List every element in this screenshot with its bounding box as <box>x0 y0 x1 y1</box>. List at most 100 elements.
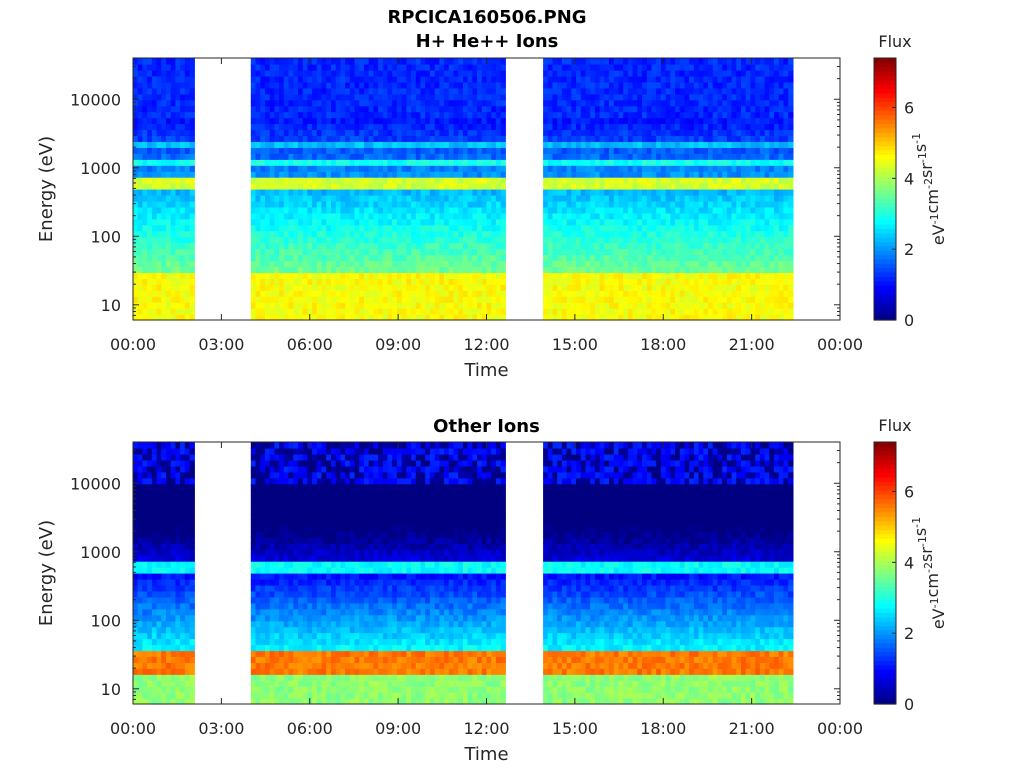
heatmap-cell <box>274 177 279 184</box>
heatmap-cell <box>392 272 397 279</box>
heatmap-cell <box>336 225 341 232</box>
heatmap-cell <box>180 141 185 148</box>
heatmap-cell <box>736 249 741 256</box>
heatmap-cell <box>750 237 755 244</box>
heatmap-cell <box>703 147 708 154</box>
heatmap-cell <box>732 243 737 250</box>
heatmap-cell <box>557 118 562 125</box>
heatmap-cell <box>317 266 322 273</box>
heatmap-cell <box>444 88 449 95</box>
heatmap-cell <box>718 159 723 166</box>
heatmap-cell <box>364 284 369 291</box>
heatmap-cell <box>647 183 652 190</box>
heatmap-cell <box>411 130 416 137</box>
heatmap-cell <box>416 243 421 250</box>
heatmap-cell <box>604 243 609 250</box>
heatmap-cell <box>388 189 393 196</box>
heatmap-cell <box>609 100 614 107</box>
heatmap-cell <box>373 100 378 107</box>
heatmap-cell <box>369 243 374 250</box>
heatmap-cell <box>604 100 609 107</box>
heatmap-cell <box>590 243 595 250</box>
heatmap-cell <box>411 76 416 83</box>
heatmap-cell <box>284 171 289 178</box>
heatmap-cell <box>548 237 553 244</box>
heatmap-cell <box>355 118 360 125</box>
heatmap-cell <box>699 153 704 160</box>
heatmap-cell <box>392 94 397 101</box>
heatmap-cell <box>454 255 459 262</box>
heatmap-cell <box>312 231 317 238</box>
heatmap-cell <box>373 189 378 196</box>
heatmap-cell <box>317 106 322 113</box>
heatmap-cell <box>326 70 331 77</box>
heatmap-cell <box>411 159 416 166</box>
heatmap-cell <box>675 189 680 196</box>
heatmap-cell <box>251 64 256 71</box>
heatmap-cell <box>666 130 671 137</box>
heatmap-cell <box>274 106 279 113</box>
heatmap-cell <box>439 159 444 166</box>
heatmap-cell <box>190 106 195 113</box>
heatmap-cell <box>463 195 468 202</box>
heatmap-cell <box>746 153 751 160</box>
heatmap-cell <box>307 82 312 89</box>
heatmap-cell <box>487 296 492 303</box>
heatmap-cell <box>571 261 576 268</box>
heatmap-cell <box>628 225 633 232</box>
heatmap-cell <box>652 272 657 279</box>
heatmap-cell <box>260 189 265 196</box>
heatmap-cell <box>468 189 473 196</box>
heatmap-cell <box>157 112 162 119</box>
heatmap-cell <box>270 290 275 297</box>
heatmap-cell <box>609 147 614 154</box>
heatmap-cell <box>637 189 642 196</box>
heatmap-cell <box>501 130 506 137</box>
heatmap-cell <box>397 219 402 226</box>
heatmap-cell <box>567 296 572 303</box>
heatmap-cell <box>416 183 421 190</box>
heatmap-cell <box>623 100 628 107</box>
heatmap-cell <box>600 141 605 148</box>
heatmap-cell <box>142 141 147 148</box>
heatmap-cell <box>680 100 685 107</box>
heatmap-cell <box>326 189 331 196</box>
heatmap-cell <box>289 124 294 131</box>
heatmap-cell <box>430 177 435 184</box>
heatmap-cell <box>293 195 298 202</box>
heatmap-cell <box>355 308 360 315</box>
heatmap-cell <box>543 88 548 95</box>
heatmap-cell <box>576 70 581 77</box>
heatmap-cell <box>142 183 147 190</box>
heatmap-cell <box>647 135 652 142</box>
heatmap-cell <box>388 266 393 273</box>
heatmap-cell <box>274 296 279 303</box>
heatmap-cell <box>642 124 647 131</box>
heatmap-cell <box>472 153 477 160</box>
heatmap-cell <box>496 124 501 131</box>
heatmap-cell <box>703 290 708 297</box>
heatmap-cell <box>345 147 350 154</box>
heatmap-cell <box>567 153 572 160</box>
heatmap-cell <box>468 207 473 214</box>
heatmap-cell <box>750 112 755 119</box>
heatmap-cell <box>359 94 364 101</box>
heatmap-cell <box>326 231 331 238</box>
heatmap-cell <box>543 207 548 214</box>
heatmap-cell <box>675 302 680 309</box>
heatmap-cell <box>670 278 675 285</box>
heatmap-cell <box>265 290 270 297</box>
heatmap-cell <box>322 82 327 89</box>
heatmap-cell <box>331 82 336 89</box>
heatmap-cell <box>388 225 393 232</box>
heatmap-cell <box>553 261 558 268</box>
heatmap-cell <box>685 64 690 71</box>
heatmap-cell <box>142 237 147 244</box>
heatmap-cell <box>642 213 647 220</box>
heatmap-cell <box>185 219 190 226</box>
heatmap-cell <box>661 153 666 160</box>
heatmap-cell <box>746 225 751 232</box>
heatmap-cell <box>694 255 699 262</box>
heatmap-cell <box>699 266 704 273</box>
heatmap-cell <box>307 243 312 250</box>
